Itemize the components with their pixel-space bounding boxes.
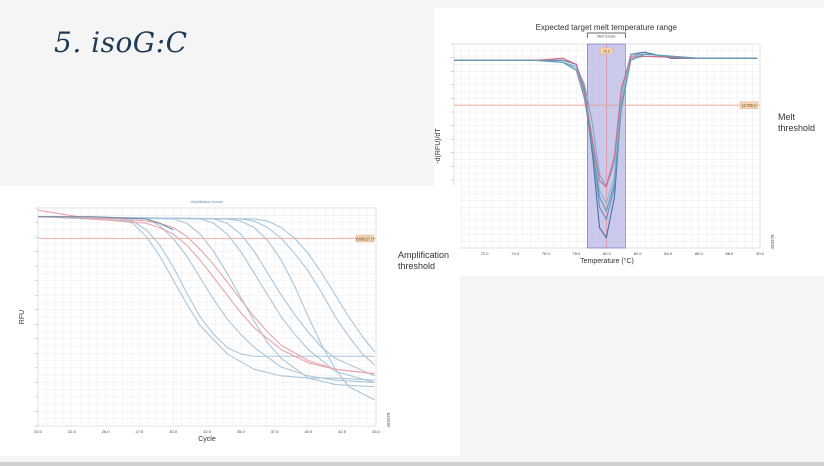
series-line-melt-red-1 bbox=[454, 55, 758, 188]
x-tick-label: 88.0 bbox=[726, 251, 735, 256]
x-tick-label: 76.0 bbox=[542, 251, 551, 256]
amplification-threshold-annotation: Amplification threshold bbox=[398, 250, 450, 271]
melt-threshold-annotation: Melt threshold bbox=[778, 112, 816, 133]
series-line-blue-4 bbox=[37, 216, 375, 383]
x-tick-label: 37.5 bbox=[271, 429, 280, 434]
x-tick-label: 35.0 bbox=[237, 429, 246, 434]
series-line-blue-7 bbox=[37, 216, 376, 366]
x-tick-label: 40.0 bbox=[305, 429, 314, 434]
series-line-blue-1 bbox=[37, 216, 375, 381]
x-tick-label: 42.5 bbox=[338, 429, 347, 434]
series-line-dark-1 bbox=[38, 216, 174, 231]
figure-id: 493378 bbox=[386, 412, 391, 428]
chart-title: Melt Curves bbox=[597, 35, 615, 39]
x-axis-label: Cycle bbox=[198, 436, 216, 443]
x-tick-label: 84.0 bbox=[664, 251, 673, 256]
threshold-value-label: 669627.0 bbox=[356, 236, 374, 241]
x-tick-label: 82.0 bbox=[634, 251, 643, 256]
series-line-blue-9 bbox=[37, 216, 375, 357]
series-line-blue-3 bbox=[37, 216, 375, 388]
figure-id: 493378 bbox=[770, 234, 775, 250]
x-tick-label: 30.0 bbox=[169, 429, 178, 434]
melt-range-caption: Expected target melt temperature range bbox=[536, 23, 678, 32]
melt-peak-label: 78.5 bbox=[603, 50, 610, 54]
melt-panel: 78.5 Melt Curves Expected target melt temp… bbox=[434, 8, 824, 276]
y-axis-label: -d(RFU)/dT bbox=[435, 128, 442, 164]
x-tick-label: 20.0 bbox=[34, 429, 43, 434]
melt-peak-box bbox=[600, 47, 613, 55]
amplification-chart: 669627.0 20.0 22.5 25.0 27.5 30.0 32.5 35.0 37.5… bbox=[19, 200, 391, 443]
x-tick-label: 78.0 bbox=[573, 251, 582, 256]
series-line-blue-8 bbox=[37, 216, 376, 353]
x-tick-label: 74.0 bbox=[511, 251, 520, 256]
x-tick-label: 90.0 bbox=[756, 251, 765, 256]
x-tick-label: 80.0 bbox=[603, 251, 612, 256]
x-tick-label: 22.5 bbox=[68, 429, 77, 434]
y-axis-label: RFU bbox=[19, 310, 26, 324]
series-line-red-2 bbox=[37, 216, 375, 375]
slide-title: 5. isoG:C bbox=[54, 26, 188, 59]
chart-title: Amplification Curves bbox=[191, 200, 223, 204]
x-axis-label: Temperature (°C) bbox=[580, 257, 634, 265]
bottom-rule bbox=[0, 462, 824, 466]
x-tick-label: 27.5 bbox=[136, 429, 145, 434]
series-line-blue-6 bbox=[37, 216, 375, 401]
threshold-value-label: 11789.0 bbox=[742, 103, 757, 108]
series-line-melt-blue-4 bbox=[454, 53, 758, 188]
x-tick-label: 72.0 bbox=[481, 251, 490, 256]
threshold-value-box bbox=[355, 234, 375, 243]
x-tick-label: 45.0 bbox=[372, 429, 381, 434]
x-tick-label: 86.0 bbox=[695, 251, 704, 256]
series-line-melt-teal-1 bbox=[454, 53, 758, 212]
series-line-red-1 bbox=[37, 209, 375, 375]
x-tick-label: 32.5 bbox=[203, 429, 212, 434]
melt-chart: 78.5 Melt Curves Expected target melt temp… bbox=[435, 23, 775, 265]
x-tick-label: 25.0 bbox=[102, 429, 111, 434]
amplification-panel: 669627.0 20.0 22.5 25.0 27.5 30.0 32.5 35.0 37.5… bbox=[0, 186, 460, 456]
melt-range-bracket bbox=[586, 32, 626, 38]
threshold-value-box bbox=[739, 101, 759, 109]
